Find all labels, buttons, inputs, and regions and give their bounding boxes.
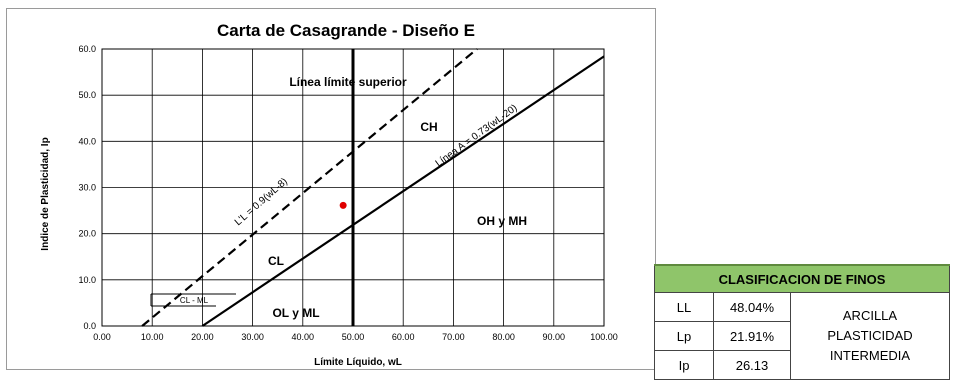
casagrande-chart: Carta de Casagrande - Diseño E 0.00 10.00… bbox=[40, 21, 618, 368]
classification-result: ARCILLA PLASTICIDAD INTERMEDIA bbox=[790, 292, 950, 380]
table-row: LL 48.04% ARCILLA PLASTICIDAD INTERMEDIA bbox=[654, 292, 950, 380]
row-value-ll: 48.04% bbox=[713, 292, 791, 322]
data-points bbox=[339, 201, 347, 209]
region-linea-limite-superior: Línea límite superior bbox=[289, 75, 407, 89]
x-tick-label: 100.00 bbox=[590, 332, 618, 342]
x-tick-label: 30.00 bbox=[241, 332, 264, 342]
result-line-1: ARCILLA bbox=[842, 308, 898, 323]
row-value-lp: 21.91% bbox=[713, 321, 791, 351]
classification-table: CLASIFICACION DE FINOS LL 48.04% ARCILLA… bbox=[654, 264, 950, 380]
table-row: Lp 21.91% bbox=[654, 321, 950, 351]
row-key-ip: Ip bbox=[654, 350, 714, 380]
row-value-ip: 26.13 bbox=[713, 350, 791, 380]
x-tick-label: 90.00 bbox=[543, 332, 566, 342]
table-header: CLASIFICACION DE FINOS bbox=[654, 264, 950, 293]
line-a bbox=[201, 55, 605, 327]
cl-ml-box bbox=[150, 293, 236, 307]
table-row: Ip 26.13 bbox=[654, 350, 950, 380]
x-tick-label: 40.00 bbox=[292, 332, 315, 342]
reference-lines bbox=[141, 48, 605, 327]
result-line-2: PLASTICIDAD bbox=[827, 328, 913, 343]
upper-line-label: L'L = 0.9(wL-8) bbox=[233, 176, 290, 228]
x-tick-label: 50.00 bbox=[342, 332, 365, 342]
upper-limit-line bbox=[141, 48, 478, 327]
x-tick-label: 60.00 bbox=[392, 332, 415, 342]
region-cl-ml: CL - ML bbox=[180, 296, 209, 305]
y-axis-label: Indice de Plasticidad, Ip bbox=[40, 137, 51, 250]
chart-title: Carta de Casagrande - Diseño E bbox=[217, 21, 475, 40]
region-ch: CH bbox=[420, 120, 437, 134]
y-tick-label: 50.0 bbox=[78, 90, 96, 100]
x-axis-label: Límite Líquido, wL bbox=[314, 357, 402, 368]
x-tick-label: 20.00 bbox=[191, 332, 214, 342]
y-tick-label: 30.0 bbox=[78, 183, 96, 193]
line-a-label: Línea A = 0.73(wL-20) bbox=[434, 103, 520, 170]
data-point bbox=[339, 201, 347, 209]
row-key-lp: Lp bbox=[654, 321, 714, 351]
y-tick-label: 20.0 bbox=[78, 229, 96, 239]
region-oh-mh: OH y MH bbox=[477, 214, 527, 228]
x-tick-label: 80.00 bbox=[492, 332, 515, 342]
x-tick-label: 70.00 bbox=[442, 332, 465, 342]
region-ol-ml: OL y ML bbox=[272, 306, 319, 320]
chart-frame bbox=[6, 8, 656, 370]
result-line-3: INTERMEDIA bbox=[829, 348, 911, 363]
x-tick-label: 10.00 bbox=[141, 332, 164, 342]
y-tick-label: 40.0 bbox=[78, 136, 96, 146]
tick-labels: 0.00 10.00 20.00 30.00 40.00 50.00 60.00 70.00 8… bbox=[78, 44, 617, 342]
y-tick-label: 60.0 bbox=[78, 44, 96, 54]
x-tick-label: 0.00 bbox=[93, 332, 111, 342]
y-tick-label: 10.0 bbox=[78, 275, 96, 285]
y-tick-label: 0.0 bbox=[83, 321, 96, 331]
row-key-ll: LL bbox=[654, 292, 714, 322]
region-cl: CL bbox=[268, 254, 284, 268]
